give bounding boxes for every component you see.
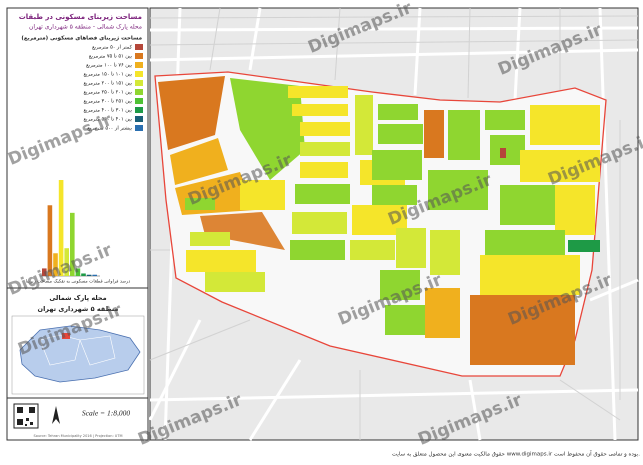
legend-label: بین ۲۵۱ تا ۳۰۰ مترمربع <box>83 99 132 105</box>
legend-label: بین ۲۰۱ تا ۲۵۰ مترمربع <box>83 90 132 96</box>
histogram-bar <box>75 268 81 276</box>
qr-pattern <box>17 407 35 426</box>
legend-label: بین ۱۰۱ تا ۱۵۰ مترمربع <box>83 72 132 78</box>
district: منطقه ۵ شهرداری تهران <box>38 305 119 313</box>
histogram-bar <box>58 180 64 276</box>
legend-swatch <box>135 89 143 95</box>
neighborhood: محله پارک شمالی <box>49 294 106 302</box>
parcels <box>158 76 600 365</box>
histogram-bar <box>47 205 53 276</box>
panel-subtitle: محله پارک شمالی - منطقه ۵ شهرداری تهران <box>29 23 142 31</box>
legend-swatch <box>135 44 143 50</box>
legend-label: بین ۱۵۱ تا ۲۰۰ مترمربع <box>83 81 132 87</box>
histogram-bar <box>92 274 97 276</box>
legend-swatch <box>135 116 143 122</box>
histogram-bar <box>53 253 58 276</box>
legend-swatch <box>135 80 143 86</box>
scale: Scale = 1:8,000 <box>82 409 130 418</box>
city-outline <box>19 325 141 383</box>
legend-label: بین ۴۰۱ تا ۵۰۰ مترمربع <box>83 117 132 123</box>
footer: حقوق مالکیت معنوی این محصول متعلق به سای… <box>392 451 640 458</box>
legend-swatch <box>135 53 143 59</box>
legend-swatch <box>135 98 143 104</box>
legend-title: مساحت زیربنای فضاهای مسکونی (مترمربع) <box>21 35 142 42</box>
histogram-bar <box>81 273 86 276</box>
minor-streets <box>149 7 639 440</box>
district-lines <box>39 334 116 366</box>
legend-label: بین ۷۶ تا ۱۰۰ مترمربع <box>86 63 132 69</box>
legend-label: بین ۳۰۱ تا ۴۰۰ مترمربع <box>83 108 132 114</box>
study-area-marker <box>62 333 70 339</box>
legend-label: بیشتر از ۵۰۰ مترمربع <box>87 126 132 132</box>
panel-title: مساحت زیربنای مسکونی در طبقات <box>19 13 142 21</box>
histogram-bar <box>86 274 92 276</box>
legend-swatch <box>135 71 143 77</box>
legend-label: بین ۵۱ تا ۷۵ مترمربع <box>89 54 132 60</box>
legend-swatch <box>135 62 143 68</box>
histogram-caption: درصد فراوانی قطعات مسکونی به تفکیک مساحت… <box>26 279 131 285</box>
histogram-bar <box>70 212 75 276</box>
histogram-bar <box>42 268 47 276</box>
legend-swatch <box>135 125 143 131</box>
histogram-bar <box>64 248 69 276</box>
credit: Source: Tehran Municipality 2016 | Proje… <box>34 434 123 438</box>
legend-swatch <box>135 107 143 113</box>
north-arrow <box>52 406 60 424</box>
legend-label: کمتر از ۵۰ مترمربع <box>92 45 133 51</box>
